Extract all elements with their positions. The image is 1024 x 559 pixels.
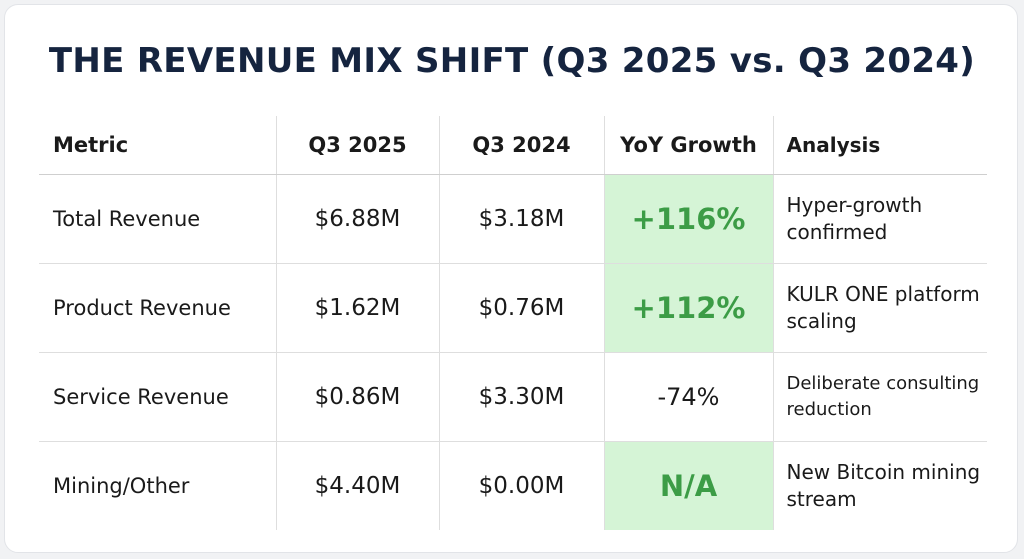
metric-cell: Product Revenue <box>39 263 276 353</box>
growth-cell: +112% <box>603 263 773 353</box>
metric-cell: Total Revenue <box>39 174 276 264</box>
table-row: Service Revenue $0.86M $3.30M -74% Deliberat… <box>39 352 987 442</box>
table-row: Product Revenue $1.62M $0.76M +112% KULR ONE… <box>39 263 987 353</box>
column-header: Metric <box>39 116 276 175</box>
table-body: Total Revenue $6.88M $3.18M +116% Hyper-grow… <box>39 174 987 530</box>
column-header: Q3 2025 <box>275 116 439 175</box>
title: THE REVENUE MIX SHIFT (Q3 2025 vs. Q3 20… <box>48 41 976 81</box>
value-cell: $4.40M <box>275 441 439 530</box>
growth-cell: +116% <box>603 174 773 264</box>
value-cell: $0.76M <box>438 263 604 353</box>
metric-cell: Mining/Other <box>53 474 190 498</box>
analysis-cell: Deliberate consulting reduction <box>772 352 987 442</box>
value-cell: $1.62M <box>275 263 439 353</box>
header-row: Metric Q3 2025 Q3 2024 YoY Growth Analysis <box>39 116 987 175</box>
analysis-cell: Hyper-growth confirmed <box>772 174 987 264</box>
revenue-table: Metric Q3 2025 Q3 2024 YoY Growth Analysis T… <box>39 116 987 530</box>
column-header: Q3 2024 <box>438 116 604 175</box>
column-header: YoY Growth <box>603 116 773 175</box>
value-cell: $0.86M <box>275 352 439 442</box>
value-cell: $3.30M <box>438 352 604 442</box>
analysis-cell: KULR ONE platform scaling <box>772 263 987 353</box>
table-row: Total Revenue $6.88M $3.18M +116% Hyper-grow… <box>39 174 987 264</box>
column-header: Analysis <box>772 116 987 175</box>
value-cell: $0.00M <box>438 441 604 530</box>
value-cell: $6.88M <box>275 174 439 264</box>
card: THE REVENUE MIX SHIFT (Q3 2025 vs. Q3 20… <box>4 4 1018 553</box>
growth-cell: N/A <box>603 441 773 530</box>
table-row: Mining/Other $4.40M $0.00M N/A New Bitcoin m… <box>39 441 987 530</box>
metric-cell: Service Revenue <box>39 352 276 442</box>
growth-cell: -74% <box>603 352 773 442</box>
analysis-cell: New Bitcoin mining stream <box>772 441 987 530</box>
value-cell: $3.18M <box>438 174 604 264</box>
